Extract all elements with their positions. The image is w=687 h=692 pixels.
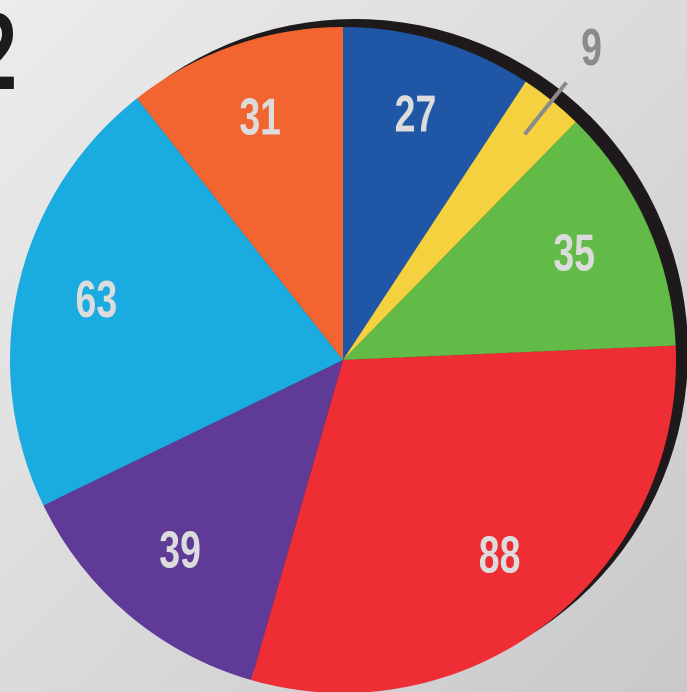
- slice-label: 31: [239, 88, 281, 147]
- slice-label: 63: [76, 270, 118, 329]
- pie-slice: [343, 122, 676, 360]
- slice-label: 27: [395, 84, 437, 143]
- chart-title: 2: [0, 0, 17, 113]
- slice-label: 88: [479, 526, 521, 585]
- leader-line: [523, 81, 568, 136]
- pie-slice: [251, 345, 676, 692]
- pie-slice: [9, 98, 343, 506]
- slice-label: 35: [553, 224, 595, 283]
- pie-slice: [43, 360, 344, 681]
- slice-label: 39: [159, 520, 201, 579]
- slice-label: 9: [581, 18, 602, 77]
- pie-slice: [136, 27, 343, 360]
- pie-slice: [343, 27, 526, 360]
- pie-slice: [343, 81, 576, 361]
